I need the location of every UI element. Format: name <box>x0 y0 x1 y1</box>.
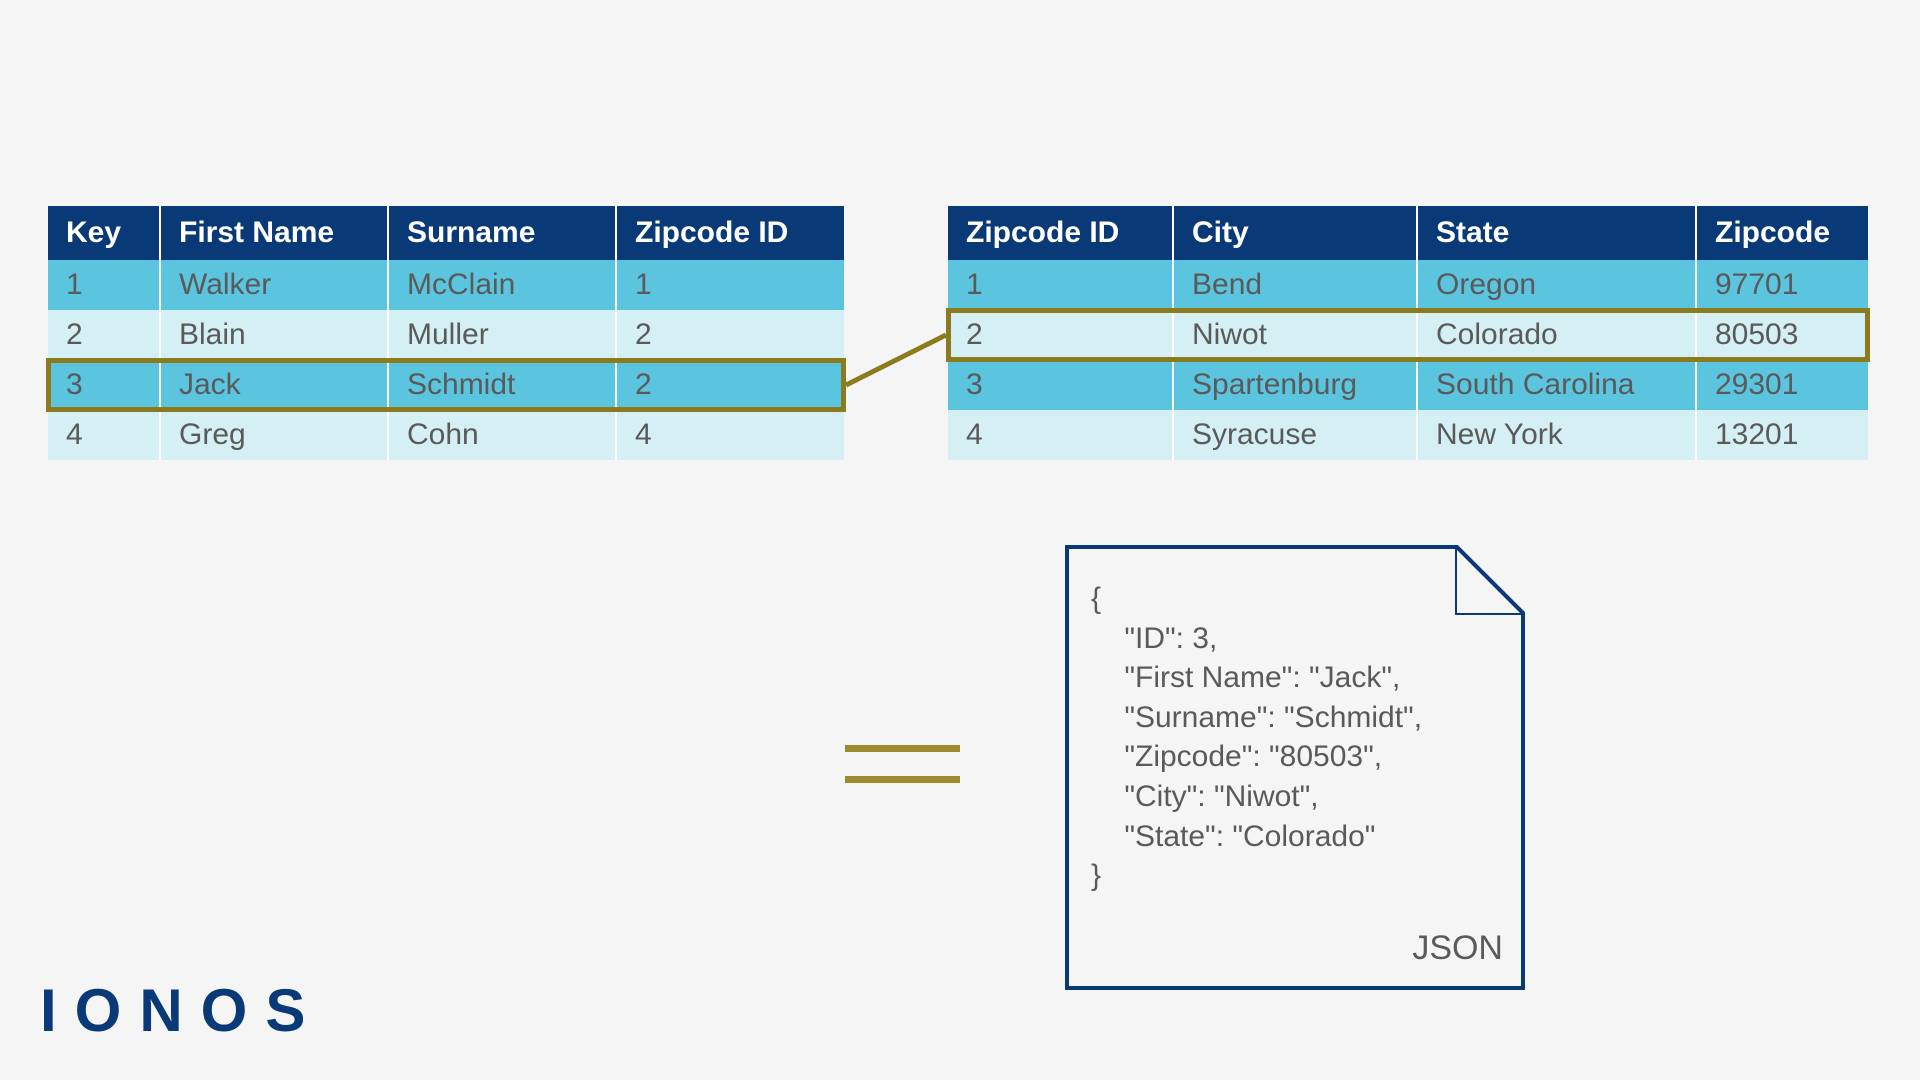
diagram-canvas: KeyFirst NameSurnameZipcode ID1WalkerMcC… <box>0 0 1920 1080</box>
column-header: State <box>1417 206 1696 260</box>
table-row: 1WalkerMcClain1 <box>48 260 844 310</box>
table-cell: Greg <box>160 410 388 460</box>
ionos-logo: IONOS <box>40 976 323 1045</box>
table-cell: 29301 <box>1696 360 1868 410</box>
table-row: 2NiwotColorado80503 <box>948 310 1868 360</box>
zipcode-table: Zipcode IDCityStateZipcode1BendOregon977… <box>948 206 1868 460</box>
table-cell: Syracuse <box>1173 410 1417 460</box>
table-row: 4SyracuseNew York13201 <box>948 410 1868 460</box>
table-row: 4GregCohn4 <box>48 410 844 460</box>
table-cell: 2 <box>48 310 160 360</box>
table-row: 3SpartenburgSouth Carolina29301 <box>948 360 1868 410</box>
column-header: Zipcode ID <box>616 206 844 260</box>
document-fold-icon <box>1455 545 1525 615</box>
join-connector-line <box>840 329 952 391</box>
table-cell: Walker <box>160 260 388 310</box>
column-header: Surname <box>388 206 616 260</box>
table-row: 2BlainMuller2 <box>48 310 844 360</box>
table-cell: Oregon <box>1417 260 1696 310</box>
table-row: 1BendOregon97701 <box>948 260 1868 310</box>
column-header: Zipcode ID <box>948 206 1173 260</box>
table-cell: 80503 <box>1696 310 1868 360</box>
table-cell: 3 <box>48 360 160 410</box>
people-table: KeyFirst NameSurnameZipcode ID1WalkerMcC… <box>48 206 844 460</box>
table-cell: 1 <box>948 260 1173 310</box>
table-cell: 2 <box>616 360 844 410</box>
equals-sign <box>845 745 960 807</box>
table-cell: 4 <box>616 410 844 460</box>
table-cell: 13201 <box>1696 410 1868 460</box>
column-header: Zipcode <box>1696 206 1868 260</box>
json-label: JSON <box>1412 929 1503 968</box>
equals-bar-top <box>845 745 960 752</box>
table-row: 3JackSchmidt2 <box>48 360 844 410</box>
table-cell: 4 <box>48 410 160 460</box>
table-cell: 3 <box>948 360 1173 410</box>
equals-bar-bottom <box>845 776 960 783</box>
json-content: { "ID": 3, "First Name": "Jack", "Surnam… <box>1091 579 1422 896</box>
table-cell: Bend <box>1173 260 1417 310</box>
table-cell: 2 <box>616 310 844 360</box>
table-cell: Niwot <box>1173 310 1417 360</box>
json-document: { "ID": 3, "First Name": "Jack", "Surnam… <box>1065 545 1525 990</box>
table-cell: 97701 <box>1696 260 1868 310</box>
column-header: Key <box>48 206 160 260</box>
table-cell: McClain <box>388 260 616 310</box>
table-cell: 2 <box>948 310 1173 360</box>
table-cell: 1 <box>616 260 844 310</box>
table-cell: South Carolina <box>1417 360 1696 410</box>
table-cell: 4 <box>948 410 1173 460</box>
table-cell: Colorado <box>1417 310 1696 360</box>
table-cell: New York <box>1417 410 1696 460</box>
table-cell: Muller <box>388 310 616 360</box>
table-cell: 1 <box>48 260 160 310</box>
table-cell: Spartenburg <box>1173 360 1417 410</box>
table-cell: Blain <box>160 310 388 360</box>
table-cell: Cohn <box>388 410 616 460</box>
table-cell: Schmidt <box>388 360 616 410</box>
table-cell: Jack <box>160 360 388 410</box>
column-header: City <box>1173 206 1417 260</box>
column-header: First Name <box>160 206 388 260</box>
